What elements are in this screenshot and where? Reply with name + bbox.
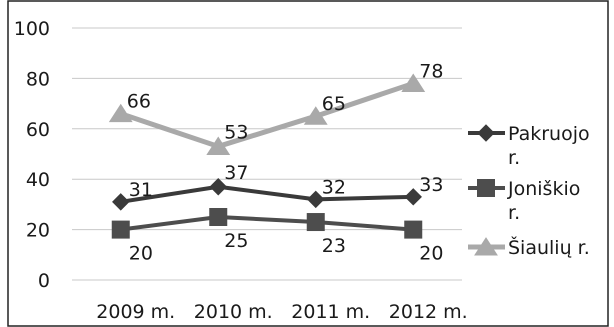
data-point-diamond <box>209 178 227 196</box>
data-label: 25 <box>224 230 248 252</box>
data-label: 31 <box>129 179 153 201</box>
legend-label: r. <box>508 147 520 169</box>
y-axis-ticks: 0 20 40 60 80 100 <box>14 18 50 292</box>
data-label: 20 <box>129 243 153 265</box>
data-point-diamond <box>477 124 495 142</box>
y-tick-label: 60 <box>26 119 50 141</box>
y-tick-label: 40 <box>26 169 50 191</box>
data-point-square <box>111 220 130 239</box>
data-label: 65 <box>322 93 346 115</box>
legend-label: Joniškio <box>507 178 580 200</box>
series-line <box>120 215 414 232</box>
data-label: 33 <box>419 174 443 196</box>
data-point-triangle <box>401 73 426 92</box>
data-label: 32 <box>322 176 346 198</box>
y-tick-label: 20 <box>26 220 50 242</box>
data-point-diamond <box>404 188 422 206</box>
x-tick-label: 2010 m. <box>194 301 273 323</box>
legend-label: Pakruojo <box>508 123 590 145</box>
y-tick-label: 0 <box>38 270 50 292</box>
series-line <box>119 81 415 149</box>
legend-label: r. <box>508 202 520 224</box>
y-tick-label: 100 <box>14 18 50 40</box>
x-tick-label: 2012 m. <box>389 301 468 323</box>
data-point-square <box>404 220 423 239</box>
x-tick-label: 2011 m. <box>291 301 370 323</box>
legend-label: Šiaulių r. <box>508 235 590 259</box>
data-point-square <box>209 208 228 226</box>
data-point-triangle <box>474 237 498 256</box>
data-labels: 31 37 32 33 20 25 23 20 66 53 65 78 <box>127 60 444 264</box>
data-point-triangle <box>108 103 133 123</box>
series-group <box>108 73 426 239</box>
data-point-diamond <box>112 193 130 211</box>
data-label: 23 <box>322 235 346 257</box>
data-point-square <box>306 213 325 232</box>
series-line <box>120 184 414 204</box>
data-label: 53 <box>224 121 248 143</box>
x-tick-label: 2009 m. <box>96 301 175 323</box>
chart-border <box>7 0 609 327</box>
data-label: 37 <box>224 162 248 184</box>
data-label: 78 <box>419 60 443 82</box>
data-point-triangle <box>206 136 231 155</box>
data-point-square <box>477 179 495 197</box>
data-label: 66 <box>127 91 151 113</box>
y-tick-label: 80 <box>26 68 50 90</box>
data-label: 20 <box>419 243 443 265</box>
x-axis-ticks: 2009 m. 2010 m. 2011 m. 2012 m. <box>96 301 467 323</box>
data-point-diamond <box>307 190 325 209</box>
data-point-triangle <box>303 106 328 125</box>
